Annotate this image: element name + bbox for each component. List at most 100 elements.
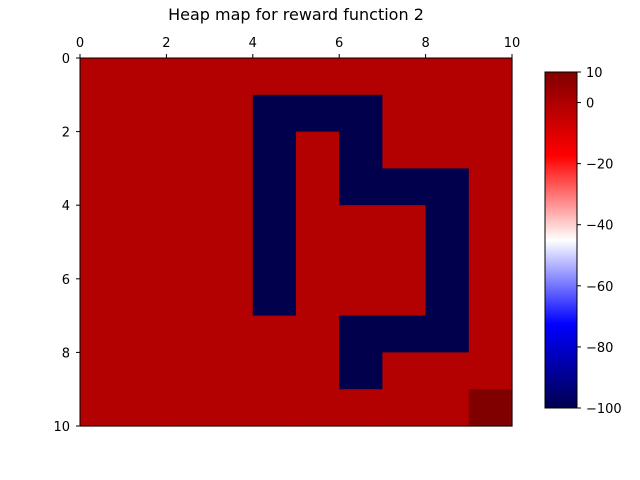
heatmap-cell [296, 94, 340, 133]
heatmap-cell [209, 58, 254, 96]
heatmap-cell [166, 242, 211, 280]
heatmap-cell [80, 242, 124, 280]
heatmap-cell [252, 131, 297, 169]
heatmap-cell [382, 168, 427, 206]
heatmap-cell [123, 242, 167, 280]
y-axis: 0 2 4 6 8 10 [53, 52, 80, 435]
heatmap-cell [209, 131, 254, 169]
x-axis: 0 2 4 6 8 10 [76, 36, 520, 58]
y-tick-label: 2 [62, 126, 70, 141]
heatmap-cell [252, 205, 297, 243]
heatmap-cell [425, 131, 470, 169]
heatmap-cell [468, 352, 513, 390]
heatmap-cell [80, 278, 124, 317]
heatmap-cell [339, 389, 383, 427]
heatmap-cell [468, 58, 513, 96]
heatmap-cell [80, 94, 124, 133]
heatmap-cell [166, 168, 211, 206]
heatmap-cell [382, 94, 427, 133]
heatmap-cell [209, 352, 254, 390]
heatmap-cell [252, 242, 297, 280]
x-tick-label: 4 [249, 36, 257, 51]
colorbar: 10 0 −20 −40 −60 −80 −100 [544, 66, 622, 417]
heatmap-cell [123, 278, 167, 317]
heatmap-cell [209, 205, 254, 243]
heatmap-cell [425, 205, 470, 243]
heatmap-cell [209, 94, 254, 133]
heatmap-cell [80, 58, 124, 96]
heatmap-cell [252, 278, 297, 317]
heatmap-cell [252, 94, 297, 133]
heatmap-cell [252, 168, 297, 206]
heatmap-cell [123, 168, 167, 206]
heatmap-cell [339, 352, 383, 390]
y-tick-label: 10 [53, 420, 70, 435]
heatmap-cell [123, 205, 167, 243]
heatmap-cell [166, 389, 211, 427]
heatmap-cell [425, 278, 470, 317]
heatmap-cell [296, 242, 340, 280]
heatmap-cell [166, 94, 211, 133]
heatmap-cell [209, 242, 254, 280]
heatmap-cell [123, 315, 167, 353]
heatmap-cell [209, 278, 254, 317]
heatmap-cell [252, 352, 297, 390]
y-tick-label: 6 [62, 273, 70, 288]
heatmap-cell [209, 389, 254, 427]
heatmap-cell [80, 315, 124, 353]
heatmap-cell [252, 315, 297, 353]
chart-title: Heap map for reward function 2 [168, 5, 424, 24]
heatmap-cell [209, 168, 254, 206]
heatmap-cell [425, 242, 470, 280]
heatmap-cell [123, 389, 167, 427]
heatmap-cell [339, 168, 383, 206]
y-tick-label: 0 [62, 52, 70, 67]
heatmap-cells [80, 58, 513, 427]
heatmap-cell [339, 205, 383, 243]
heatmap-cell [468, 94, 513, 133]
heatmap-cell [382, 389, 427, 427]
x-tick-label: 8 [421, 36, 429, 51]
heatmap-cell [166, 315, 211, 353]
heatmap-cell [339, 58, 383, 96]
colorbar-tick-label: −80 [586, 341, 613, 356]
heatmap-cell [339, 315, 383, 353]
heatmap-cell [339, 242, 383, 280]
colorbar-tick-label: −100 [586, 402, 622, 417]
heatmap-cell [468, 168, 513, 206]
colorbar-tick-label: −60 [586, 280, 613, 295]
heatmap-cell [382, 58, 427, 96]
heatmap-cell [252, 389, 297, 427]
heatmap-cell [382, 315, 427, 353]
heatmap-cell [123, 352, 167, 390]
heatmap-cell [296, 352, 340, 390]
heatmap-cell [296, 58, 340, 96]
heatmap-cell [468, 131, 513, 169]
heatmap-cell [166, 352, 211, 390]
heatmap-cell [80, 352, 124, 390]
plot-frame [79, 57, 513, 427]
heatmap-cell [425, 168, 470, 206]
heatmap-cell [382, 242, 427, 280]
heatmap-cell [425, 94, 470, 133]
heatmap-cell [468, 315, 513, 353]
heatmap-cell [382, 352, 427, 390]
heatmap-cell [468, 278, 513, 317]
heatmap-cell [425, 58, 470, 96]
x-tick-label: 2 [162, 36, 170, 51]
heatmap-cell [123, 131, 167, 169]
x-tick-label: 6 [335, 36, 343, 51]
heatmap-cell [80, 168, 124, 206]
x-tick-label: 0 [76, 36, 84, 51]
heatmap-cell [339, 278, 383, 317]
heatmap-cell [425, 315, 470, 353]
heatmap-cell [339, 94, 383, 133]
heatmap-cell [166, 131, 211, 169]
heatmap-cell [382, 205, 427, 243]
heatmap-cell [468, 242, 513, 280]
heatmap-cell [296, 205, 340, 243]
colorbar-ticks: 10 0 −20 −40 −60 −80 −100 [577, 66, 622, 417]
colorbar-tick-label: 10 [586, 66, 603, 81]
heatmap-cell [425, 352, 470, 390]
